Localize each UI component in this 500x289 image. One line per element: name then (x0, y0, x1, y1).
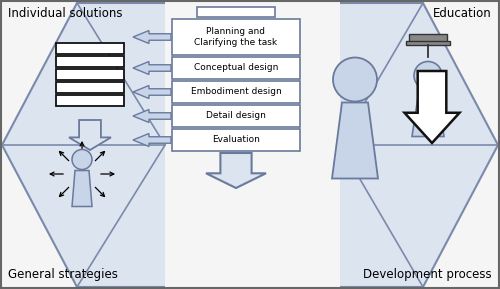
Bar (197, 7, 275, 17)
Circle shape (72, 149, 92, 170)
Bar (172, 19, 300, 55)
Polygon shape (2, 3, 498, 287)
Polygon shape (133, 134, 171, 147)
Bar (172, 81, 300, 103)
Bar (172, 57, 300, 79)
Bar (56, 69, 124, 80)
Polygon shape (133, 31, 171, 44)
Bar (172, 129, 300, 151)
Text: Planning and
Clarifying the task: Planning and Clarifying the task (194, 27, 278, 47)
Polygon shape (412, 90, 444, 136)
Bar (56, 56, 124, 67)
Text: Embodiment design: Embodiment design (190, 88, 282, 97)
Text: Individual solutions: Individual solutions (8, 7, 122, 20)
Polygon shape (332, 103, 378, 179)
Text: Education: Education (433, 7, 492, 20)
Bar (409, 34, 447, 42)
Bar (56, 82, 124, 93)
Text: Development process: Development process (364, 268, 492, 281)
Bar (56, 43, 124, 54)
Circle shape (414, 62, 442, 90)
Text: Evaluation: Evaluation (212, 136, 260, 144)
Polygon shape (404, 71, 460, 143)
Text: General strategies: General strategies (8, 268, 118, 281)
Bar (406, 41, 450, 45)
Polygon shape (133, 62, 171, 75)
Bar (165, 2, 340, 287)
Polygon shape (69, 120, 111, 150)
Polygon shape (133, 110, 171, 123)
Circle shape (333, 58, 377, 101)
Polygon shape (72, 171, 92, 207)
Polygon shape (133, 86, 171, 99)
Text: Detail design: Detail design (206, 112, 266, 121)
Polygon shape (206, 153, 266, 188)
Bar (172, 105, 300, 127)
Bar (56, 95, 124, 106)
Text: Conceptual design: Conceptual design (194, 64, 278, 73)
